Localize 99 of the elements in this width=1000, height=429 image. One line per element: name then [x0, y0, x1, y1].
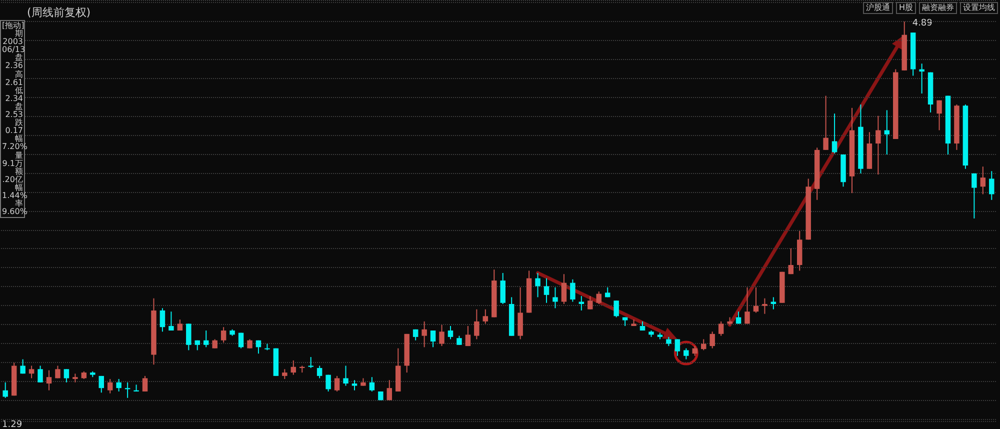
candlestick: [334, 375, 340, 392]
annotation: 2.61: [4, 78, 23, 87]
candlestick: [666, 336, 672, 347]
candlestick: [142, 375, 148, 392]
candlestick: [561, 274, 567, 305]
text: 设置均线: [960, 2, 998, 14]
candlestick: [456, 335, 462, 346]
candlestick: [710, 331, 715, 349]
candlestick: [596, 291, 602, 305]
candlestick: [386, 380, 392, 401]
candlestick: [972, 172, 977, 219]
annotation: 期: [15, 29, 23, 38]
candlestick: [160, 308, 166, 332]
candlestick: [282, 368, 288, 380]
candlestick: [518, 286, 523, 340]
annotation: 2.34: [4, 94, 23, 103]
candlestick: [552, 286, 558, 309]
annotation: 率: [15, 199, 23, 208]
candlestick: [919, 63, 924, 94]
candlestick: [439, 324, 444, 347]
candlestick: [823, 95, 828, 150]
annotation: 7.20%: [2, 142, 28, 152]
candlestick: [352, 380, 358, 391]
candlestick: [884, 110, 890, 155]
candlestick: [38, 365, 43, 383]
candlestick: [256, 340, 262, 354]
candlestick: [168, 311, 174, 332]
candlestick: [247, 338, 252, 349]
candlestick: [46, 370, 52, 391]
candlestick: [989, 170, 994, 200]
candlestick: [770, 296, 776, 310]
annotation: 06/13: [2, 45, 26, 54]
annotation: 2.36: [4, 61, 23, 70]
candlestick: [614, 300, 619, 318]
annotation: 幅: [15, 134, 23, 144]
annotation: 量: [15, 150, 23, 160]
annotation: .20亿: [2, 174, 23, 184]
candlestick: [876, 115, 881, 176]
candlestick: [203, 330, 209, 348]
annotation: 2003: [2, 37, 23, 46]
annotation: 9.60%: [2, 207, 28, 216]
candlestick: [290, 360, 296, 376]
candlestick: [98, 375, 104, 394]
candlestick: [238, 332, 244, 349]
candlestick: [718, 320, 724, 336]
candlestick: [544, 278, 550, 304]
candlestick: [692, 346, 698, 356]
candlestick: [55, 365, 60, 379]
annotation: 幅: [15, 182, 23, 192]
candlestick: [107, 378, 113, 394]
annotation: 跌: [15, 118, 23, 128]
candlestick: [788, 248, 794, 275]
candlestick: [465, 325, 471, 347]
candlestick: [28, 365, 34, 379]
candlestick: [316, 365, 322, 379]
candlestick: [186, 323, 192, 351]
candlestick: [430, 330, 436, 348]
candlestick: [422, 320, 427, 348]
candlestick: [980, 166, 986, 195]
candlestick: [448, 325, 454, 340]
annotation: 0.17: [4, 126, 23, 136]
candlestick: [343, 365, 348, 386]
candlestick: [588, 296, 593, 310]
annotation: 盘: [14, 102, 23, 111]
candlestick: [369, 376, 375, 392]
annotation: 额: [15, 166, 23, 176]
candlestick: [500, 272, 506, 305]
candlestick: [308, 356, 314, 368]
annotation: 高: [14, 70, 23, 79]
candlestick: [762, 298, 768, 314]
candlestick: [20, 358, 26, 374]
candlestick: [64, 368, 70, 383]
annotation: 1.44%: [2, 190, 28, 200]
candlestick: [116, 378, 122, 392]
candlestick: [674, 338, 680, 356]
text: H股: [896, 2, 916, 14]
candlestick: [700, 338, 706, 351]
candlestick: [936, 100, 942, 131]
annotation: 2.53: [4, 110, 23, 120]
text: 沪股通: [862, 2, 893, 14]
candlestick: [578, 296, 584, 311]
annotation: [拖动]: [2, 21, 24, 30]
annotation: 低: [15, 86, 23, 95]
chart-title: (周线前复权): [27, 6, 91, 19]
candlestick: [753, 286, 759, 314]
candlestick: [220, 326, 226, 344]
candlestick: [482, 308, 488, 324]
candlestick: [832, 113, 838, 154]
candlestick: [326, 374, 331, 392]
candlestick: [474, 308, 480, 340]
candlestick: [535, 272, 540, 298]
annotation: 9.1万: [2, 158, 23, 168]
candlestick: [744, 286, 750, 324]
annotation: 盘: [15, 53, 23, 62]
candlestick: [2, 382, 8, 398]
candlestick: [212, 338, 218, 349]
candlestick: [684, 348, 689, 360]
candlestick: [570, 278, 576, 302]
text: 融资融券: [919, 2, 957, 14]
